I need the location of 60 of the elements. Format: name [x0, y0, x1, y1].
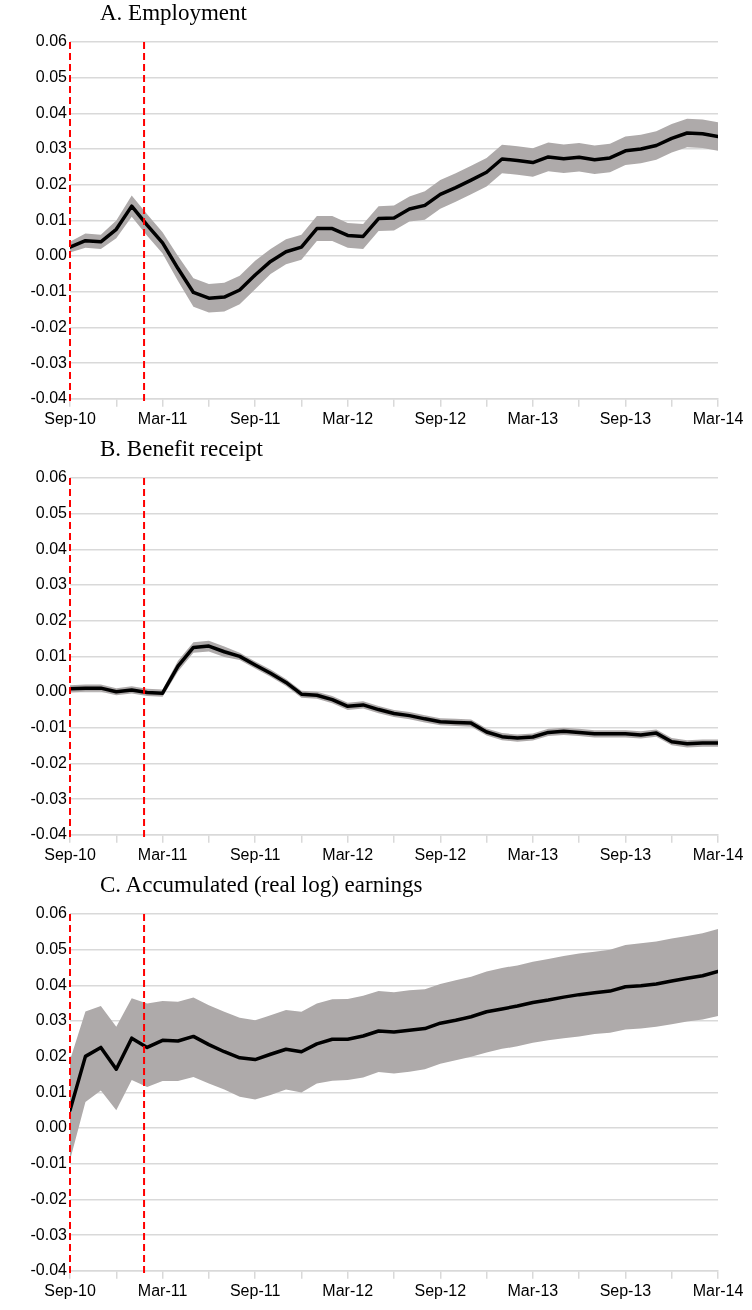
x-tick-label: Mar-13 [507, 1281, 559, 1299]
y-tick-label: 0.01 [35, 646, 68, 664]
chart-title: B. Benefit receipt [100, 436, 263, 462]
y-tick-label: 0.06 [35, 468, 68, 486]
y-tick-label: -0.01 [30, 282, 68, 300]
x-tick-label: Mar-14 [692, 409, 744, 427]
y-tick-label: -0.02 [30, 1189, 68, 1207]
x-tick-label: Sep-10 [44, 1281, 96, 1299]
x-tick-label: Sep-12 [414, 1281, 467, 1299]
y-tick-label: 0.00 [35, 246, 68, 264]
y-tick-label: 0.02 [35, 1047, 68, 1065]
y-tick-label: 0.03 [35, 1011, 68, 1029]
x-tick-label: Sep-11 [229, 845, 281, 863]
y-tick-label: -0.01 [30, 718, 68, 736]
y-tick-label: 0.04 [35, 975, 68, 993]
x-tick-label: Sep-11 [229, 1281, 281, 1299]
y-tick-label: -0.02 [30, 753, 68, 771]
y-tick-label: -0.04 [30, 825, 68, 843]
x-tick-label: Mar-11 [137, 1281, 188, 1299]
y-tick-label: 0.06 [35, 32, 68, 50]
y-tick-label: 0.03 [35, 139, 68, 157]
y-tick-label: 0.03 [35, 575, 68, 593]
x-tick-label: Mar-12 [322, 845, 374, 863]
y-tick-label: -0.03 [30, 353, 68, 371]
y-tick-label: -0.04 [30, 1261, 68, 1279]
x-tick-label: Mar-11 [137, 845, 188, 863]
x-tick-label: Mar-14 [692, 1281, 744, 1299]
y-tick-label: 0.05 [35, 68, 68, 86]
y-tick-label: 0.00 [35, 682, 68, 700]
x-tick-label: Sep-12 [414, 409, 467, 427]
chart-title: A. Employment [100, 0, 247, 26]
y-tick-label: 0.04 [35, 103, 68, 121]
x-tick-label: Sep-12 [414, 845, 467, 863]
y-tick-label: -0.03 [30, 1225, 68, 1243]
x-tick-label: Mar-12 [322, 409, 374, 427]
y-tick-label: -0.01 [30, 1154, 68, 1172]
x-tick-label: Mar-13 [507, 409, 559, 427]
y-tick-label: -0.04 [30, 389, 68, 407]
y-tick-label: 0.04 [35, 539, 68, 557]
chart-title: C. Accumulated (real log) earnings [100, 872, 423, 898]
y-tick-label: -0.03 [30, 789, 68, 807]
y-tick-label: 0.05 [35, 940, 68, 958]
y-tick-label: 0.06 [35, 904, 68, 922]
x-tick-label: Sep-10 [44, 409, 96, 427]
x-tick-label: Sep-13 [599, 1281, 652, 1299]
x-tick-label: Sep-11 [229, 409, 281, 427]
x-tick-label: Sep-10 [44, 845, 96, 863]
y-tick-label: 0.02 [35, 611, 68, 629]
x-tick-label: Sep-13 [599, 845, 652, 863]
y-tick-label: -0.02 [30, 317, 68, 335]
y-tick-label: 0.00 [35, 1118, 68, 1136]
y-tick-label: 0.05 [35, 504, 68, 522]
y-tick-label: 0.01 [35, 210, 68, 228]
x-tick-label: Sep-13 [599, 409, 652, 427]
y-tick-label: 0.02 [35, 175, 68, 193]
y-tick-label: 0.01 [35, 1082, 68, 1100]
x-tick-label: Mar-12 [322, 1281, 374, 1299]
x-tick-label: Mar-11 [137, 409, 188, 427]
x-tick-label: Mar-13 [507, 845, 559, 863]
x-tick-label: Mar-14 [692, 845, 744, 863]
